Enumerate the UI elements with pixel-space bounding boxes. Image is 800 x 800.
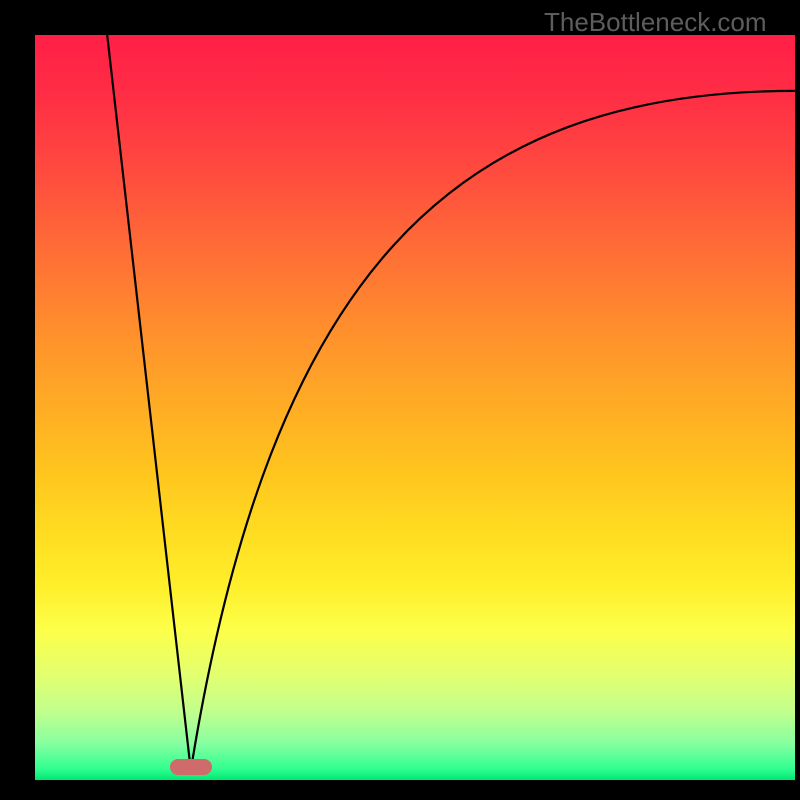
background-gradient: [35, 35, 795, 780]
figure-root: TheBottleneck.com: [0, 0, 800, 800]
plot-area: [35, 35, 795, 780]
watermark-text: TheBottleneck.com: [544, 7, 767, 38]
optimum-marker: [170, 759, 212, 775]
